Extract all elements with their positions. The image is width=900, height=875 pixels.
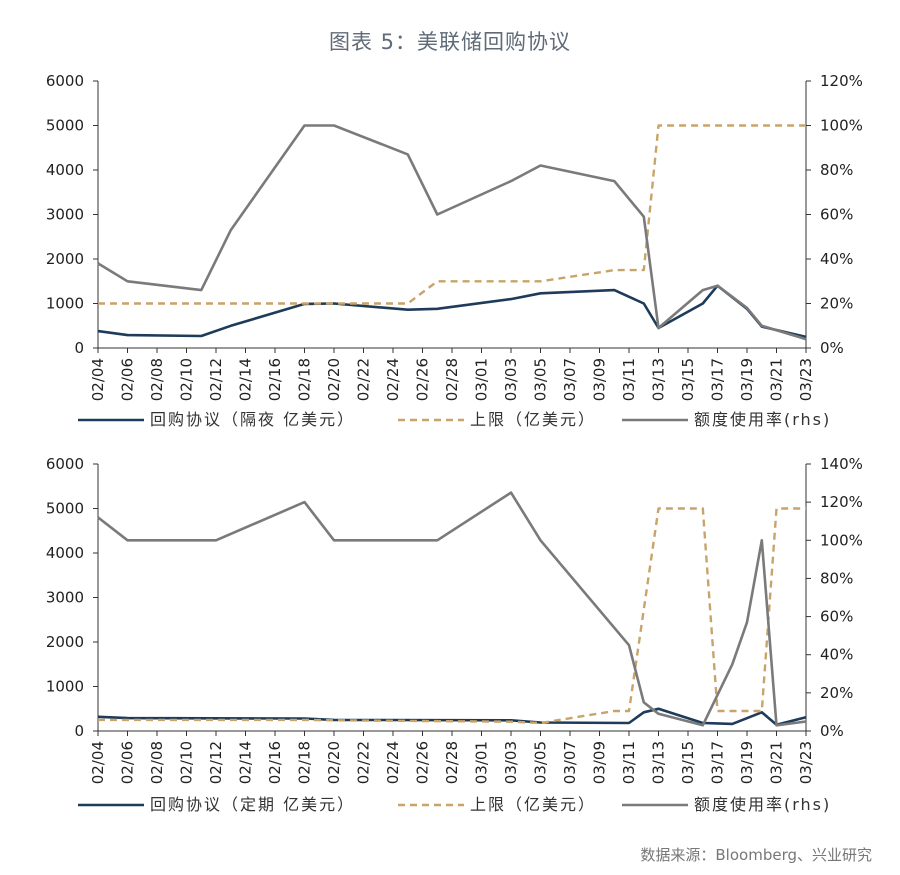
x-tick-label: 02/24 [384, 358, 402, 401]
y-left-tick-label: 6000 [46, 72, 84, 90]
source-note: 数据来源：Bloomberg、兴业研究 [640, 846, 872, 864]
x-tick-label: 03/03 [502, 358, 520, 401]
y-right-tick-label: 80% [820, 161, 853, 179]
y-right-tick-label: 40% [820, 646, 853, 664]
x-tick-label: 03/17 [709, 741, 727, 784]
x-tick-label: 02/16 [266, 741, 284, 784]
y-left-tick-label: 3000 [46, 206, 84, 224]
x-tick-label: 02/08 [148, 741, 166, 784]
x-tick-label: 02/14 [237, 741, 255, 784]
chart-overnight-repo: 0 1000 2000 3000 4000 5000 6000 0% 20% 40% 60% 80% 1… [46, 72, 863, 429]
y-left-tick-label: 6000 [46, 455, 84, 473]
x-tick-label: 03/17 [709, 358, 727, 401]
legend-label-2: 额度使用率(rhs) [694, 795, 831, 814]
y-left-tick-label: 4000 [46, 161, 84, 179]
y-left-tick-label: 1000 [46, 678, 84, 696]
y-right-tick-label: 60% [820, 608, 853, 626]
x-tick-label: 02/08 [148, 358, 166, 401]
x-tick-label: 02/06 [119, 741, 137, 784]
x-tick-label: 03/07 [561, 741, 579, 784]
y-left-tick-label: 0 [74, 722, 84, 740]
x-tick-label: 02/18 [296, 741, 314, 784]
y-left-tick-label: 5000 [46, 117, 84, 135]
legend-label-1: 上限（亿美元） [470, 410, 596, 429]
x-tick-label: 02/28 [443, 358, 461, 401]
x-tick-label: 03/13 [650, 358, 668, 401]
y-left-tick-label: 2000 [46, 250, 84, 268]
x-tick-label: 02/16 [266, 358, 284, 401]
y-left-tick-label: 0 [74, 339, 84, 357]
y-right-tick-label: 20% [820, 295, 853, 313]
x-tick-label: 02/06 [119, 358, 137, 401]
x-tick-label: 02/12 [207, 358, 225, 401]
series-line-2 [97, 124, 807, 341]
series-line-2 [97, 491, 807, 727]
legend-label-0: 回购协议（定期 亿美元） [150, 795, 355, 814]
y-right-tick-label: 100% [820, 531, 863, 549]
x-tick-label: 02/26 [414, 741, 432, 784]
y-right-tick-label: 120% [820, 493, 863, 511]
x-tick-label: 02/04 [89, 741, 107, 784]
y-left-tick-label: 1000 [46, 295, 84, 313]
series-line-1 [98, 507, 806, 725]
x-tick-label: 03/21 [768, 358, 786, 401]
x-tick-label: 02/20 [325, 358, 343, 401]
y-right-tick-label: 80% [820, 569, 853, 587]
y-right-tick-label: 0% [820, 722, 844, 740]
x-tick-label: 03/19 [738, 741, 756, 784]
legend-label-0: 回购协议（隔夜 亿美元） [150, 410, 355, 429]
x-tick-label: 02/18 [296, 358, 314, 401]
y-left-tick-label: 4000 [46, 544, 84, 562]
x-tick-label: 03/09 [591, 358, 609, 401]
y-right-tick-label: 140% [820, 455, 863, 473]
x-tick-label: 02/28 [443, 741, 461, 784]
x-tick-label: 03/19 [738, 358, 756, 401]
y-right-tick-label: 20% [820, 684, 853, 702]
x-tick-label: 03/15 [679, 358, 697, 401]
y-right-tick-label: 100% [820, 117, 863, 135]
x-tick-label: 03/23 [797, 741, 815, 784]
x-tick-label: 03/11 [620, 741, 638, 784]
x-tick-label: 03/07 [561, 358, 579, 401]
x-tick-label: 03/05 [532, 741, 550, 784]
x-tick-label: 03/23 [797, 358, 815, 401]
x-tick-label: 02/24 [384, 741, 402, 784]
x-tick-label: 03/01 [473, 358, 491, 401]
legend-label-2: 额度使用率(rhs) [694, 410, 831, 429]
x-tick-label: 03/05 [532, 358, 550, 401]
x-tick-label: 03/09 [591, 741, 609, 784]
page-title: 图表 5：美联储回购协议 [328, 30, 572, 54]
x-tick-label: 03/11 [620, 358, 638, 401]
x-tick-label: 03/03 [502, 741, 520, 784]
x-tick-label: 02/26 [414, 358, 432, 401]
y-left-tick-label: 3000 [46, 589, 84, 607]
y-right-tick-label: 120% [820, 72, 863, 90]
x-tick-label: 03/01 [473, 741, 491, 784]
y-right-tick-label: 60% [820, 206, 853, 224]
x-tick-label: 03/13 [650, 741, 668, 784]
x-tick-label: 02/12 [207, 741, 225, 784]
x-tick-label: 02/22 [355, 358, 373, 401]
x-tick-label: 02/10 [178, 741, 196, 784]
x-tick-label: 02/04 [89, 358, 107, 401]
x-tick-label: 02/14 [237, 358, 255, 401]
x-tick-label: 03/15 [679, 741, 697, 784]
x-tick-label: 02/20 [325, 741, 343, 784]
series-line-1 [98, 124, 806, 305]
y-left-tick-label: 2000 [46, 633, 84, 651]
x-tick-label: 02/10 [178, 358, 196, 401]
y-left-tick-label: 5000 [46, 500, 84, 518]
legend-label-1: 上限（亿美元） [470, 795, 596, 814]
x-tick-label: 03/21 [768, 741, 786, 784]
y-right-tick-label: 0% [820, 339, 844, 357]
x-tick-label: 02/22 [355, 741, 373, 784]
y-right-tick-label: 40% [820, 250, 853, 268]
